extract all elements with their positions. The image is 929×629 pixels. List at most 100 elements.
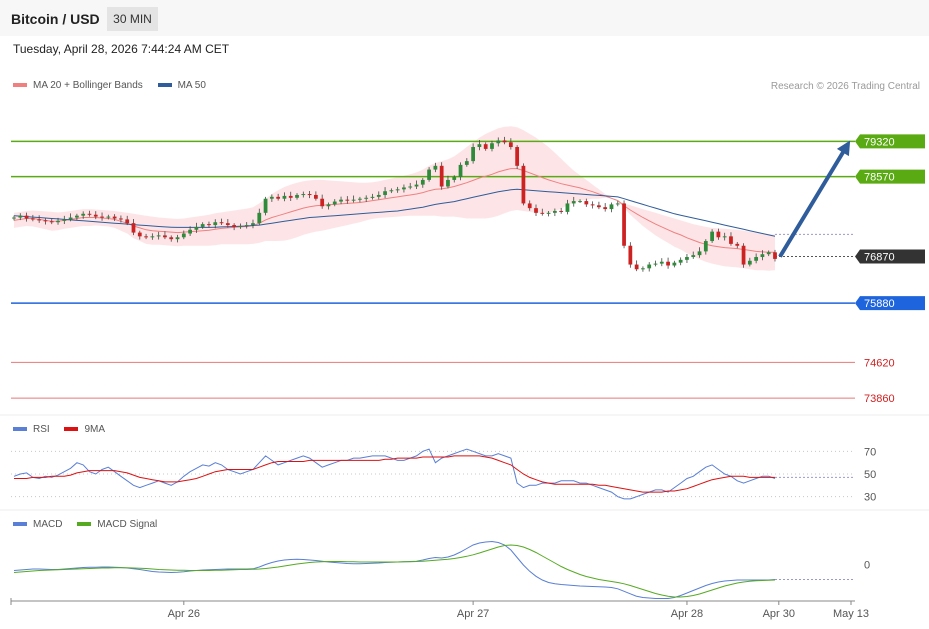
x-axis: Apr 26 Apr 27 Apr 28 Apr 30 May 13	[10, 598, 869, 620]
legend-label-ma20: MA 20 + Bollinger Bands	[33, 80, 143, 91]
candle-body	[691, 255, 696, 258]
candle-body	[56, 220, 60, 223]
candle-body	[163, 235, 167, 238]
timeframe-badge[interactable]: 30 MIN	[107, 7, 158, 31]
level-label-78570: 78570	[864, 172, 895, 184]
candle-body	[93, 214, 98, 217]
candle-body	[339, 199, 343, 202]
candle-body	[276, 196, 281, 199]
legend-item-ma20: MA 20 + Bollinger Bands	[13, 80, 143, 91]
macd-signal-line	[13, 544, 776, 598]
forecast-arrow-shaft	[778, 146, 848, 258]
candle-body	[345, 199, 350, 201]
level-label-75880: 75880	[864, 298, 895, 310]
candle-body	[307, 194, 312, 196]
candle-body	[181, 233, 186, 238]
legend-label-macd-signal: MACD Signal	[97, 519, 158, 530]
candle-body	[414, 184, 419, 187]
candle-body	[747, 260, 752, 265]
candle-body	[571, 201, 576, 204]
candle-body	[225, 223, 230, 226]
candle-body	[326, 204, 331, 207]
candle-body	[408, 186, 413, 188]
candle-body	[332, 201, 337, 205]
candle-body	[389, 190, 394, 192]
candle-body	[552, 210, 557, 213]
candle-body	[49, 221, 54, 223]
candle-body	[559, 210, 564, 212]
x-tick-label: Apr 30	[763, 608, 795, 620]
candle-body	[647, 264, 652, 269]
candle-body	[269, 196, 274, 199]
candle-body	[615, 203, 620, 205]
level-label-76870: 76870	[864, 252, 895, 264]
candle-body	[490, 143, 494, 149]
candle-body	[288, 195, 293, 198]
candle-body	[106, 216, 111, 218]
candle-body	[716, 231, 721, 238]
rsi-panel: 70 50 30	[11, 446, 876, 504]
candles	[12, 136, 777, 272]
candle-body	[729, 236, 733, 244]
bollinger-bands	[14, 126, 775, 271]
rsi-tick-50: 50	[864, 469, 876, 481]
candle-body	[496, 140, 501, 144]
candle-body	[609, 204, 614, 210]
level-label-79320: 79320	[864, 136, 895, 148]
candle-body	[62, 219, 67, 221]
legend-item-ma50: MA 50	[157, 80, 206, 91]
legend-label-rsi-ma: 9MA	[84, 424, 106, 435]
candle-body	[458, 164, 463, 178]
candle-body	[471, 147, 476, 162]
candle-body	[18, 215, 23, 218]
candle-body	[590, 204, 595, 206]
level-tag-79320	[855, 134, 925, 149]
candle-body	[420, 179, 425, 185]
x-tick-label: Apr 26	[168, 608, 200, 620]
candle-body	[364, 197, 369, 199]
level-label-73860: 73860	[864, 393, 895, 405]
candle-body	[68, 217, 73, 220]
macd-panel: 0	[13, 540, 870, 599]
candle-body	[213, 222, 218, 226]
legend-label-rsi: RSI	[33, 424, 50, 435]
candle-body	[194, 226, 199, 230]
candle-body	[540, 212, 545, 214]
candle-body	[188, 229, 192, 234]
level-tag-76870	[855, 249, 925, 264]
candle-body	[320, 198, 325, 207]
candle-body	[376, 194, 381, 197]
moving-averages	[13, 168, 776, 253]
candle-body	[75, 215, 79, 218]
candle-body	[521, 165, 526, 204]
candle-body	[697, 251, 702, 256]
candle-body	[584, 201, 589, 205]
candle-body	[666, 261, 670, 266]
ma20-line	[13, 168, 775, 253]
candle-body	[358, 198, 362, 200]
candle-body	[628, 245, 633, 265]
candle-body	[641, 268, 645, 270]
candle-body	[685, 257, 689, 260]
candle-body	[37, 219, 42, 221]
legend-label-ma50: MA 50	[177, 80, 206, 91]
candle-body	[301, 194, 306, 196]
price-levels	[11, 140, 855, 399]
candle-body	[433, 165, 438, 170]
candle-body	[760, 254, 765, 258]
candle-body	[427, 169, 431, 180]
candle-body	[156, 235, 161, 237]
candle-body	[508, 142, 513, 148]
legend-item-rsi-ma: 9MA	[64, 424, 105, 435]
x-tick-label: May 13	[833, 608, 869, 620]
candle-body	[282, 195, 287, 199]
candle-body	[200, 224, 205, 227]
macd-line	[13, 540, 776, 599]
candle-body	[622, 203, 626, 246]
candle-body	[735, 243, 740, 246]
candle-body	[232, 225, 237, 227]
candle-body	[402, 187, 406, 190]
instrument-title: Bitcoin / USD	[11, 11, 100, 27]
rsi-legend: RSI 9MA	[13, 424, 117, 435]
